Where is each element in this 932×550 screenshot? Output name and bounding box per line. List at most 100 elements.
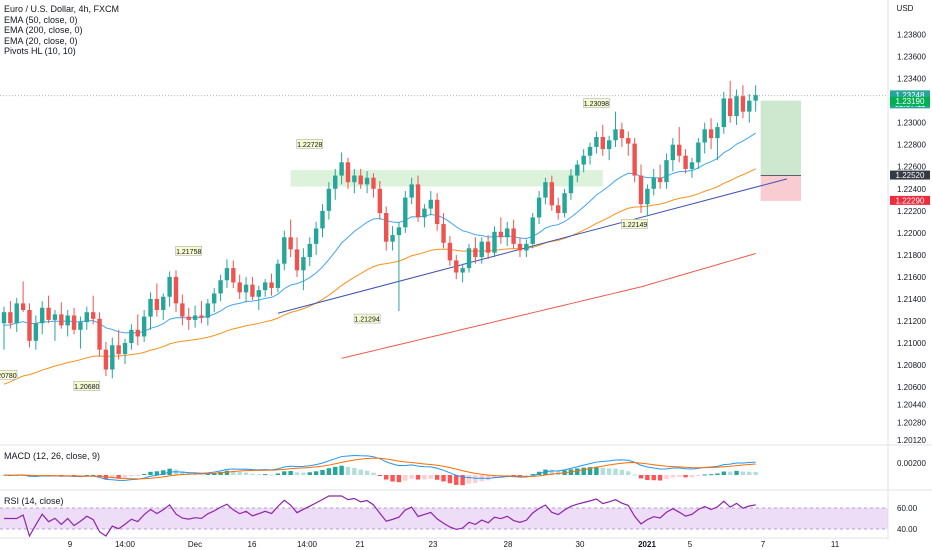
price-badge: 1.23190: [890, 96, 930, 106]
time-tick: 11: [831, 540, 840, 549]
candle-body: [141, 316, 147, 337]
rsi-tick-40: 40.00: [897, 525, 918, 534]
pivot-box: [353, 313, 381, 324]
price-tick: 1.20440: [897, 401, 926, 410]
macd-histogram-bar: [313, 471, 319, 475]
macd-histogram-bar: [740, 471, 746, 475]
candle-body: [250, 284, 255, 297]
stop-zone[interactable]: [760, 175, 801, 201]
macd-histogram-bar: [110, 475, 115, 479]
candle-body: [167, 276, 172, 297]
candle-body: [702, 129, 707, 143]
macd-pane[interactable]: [1, 455, 758, 486]
indicator-ema20[interactable]: EMA (20, close, 0): [4, 35, 78, 46]
candle-body: [8, 312, 13, 324]
macd-histogram-bar: [262, 474, 268, 476]
macd-histogram-bar: [524, 475, 529, 476]
candle-body: [753, 95, 758, 101]
candle-body: [664, 160, 669, 183]
candle-body: [313, 228, 319, 244]
candle-body: [345, 162, 351, 183]
candle-body: [27, 309, 32, 341]
candle-body: [485, 241, 491, 253]
candle-body: [447, 242, 453, 261]
macd-histogram-bar: [345, 466, 351, 475]
candle-body: [103, 349, 109, 370]
macd-histogram-bar: [237, 472, 242, 475]
macd-histogram-bar: [78, 475, 83, 476]
indicator-ema50[interactable]: EMA (50, close, 0): [4, 14, 78, 25]
pivot-label: 1.21758: [175, 246, 202, 256]
candle-body: [403, 197, 408, 228]
macd-histogram-bar: [320, 470, 325, 475]
macd-histogram-bar: [409, 475, 414, 479]
macd-histogram-bar: [696, 475, 701, 477]
macd-histogram-bar: [626, 471, 631, 475]
pivot-text: 1.22149: [622, 222, 647, 229]
macd-histogram-bar: [288, 470, 293, 475]
candle-body: [632, 143, 637, 176]
price-tick: 1.21800: [897, 251, 926, 260]
candle-body: [549, 182, 555, 206]
macd-histogram-bar: [466, 475, 472, 484]
macd-tick: 0.00200: [897, 459, 926, 468]
candle-body: [326, 188, 332, 211]
candle-body: [364, 177, 370, 185]
price-tick: 1.20280: [897, 418, 926, 427]
candle-body: [734, 96, 739, 117]
macd-histogram-bar: [218, 471, 223, 475]
macd-histogram-bar: [390, 475, 395, 482]
macd-histogram-bar: [199, 474, 204, 476]
macd-histogram-bar: [549, 469, 555, 475]
macd-histogram-bar: [352, 467, 357, 475]
candle-body: [148, 298, 153, 317]
pivot-box: [296, 139, 324, 149]
macd-histogram-bar: [715, 473, 720, 475]
candle-body: [243, 284, 249, 293]
macd-histogram-bar: [116, 475, 121, 479]
pivot-text: 1.20680: [74, 384, 99, 391]
candle-body: [600, 136, 605, 150]
candle-body: [689, 162, 695, 169]
candle-body: [212, 293, 217, 304]
macd-histogram-bar: [358, 469, 363, 475]
macd-histogram-bar: [594, 466, 599, 475]
candle-body: [683, 155, 688, 169]
macd-histogram-bar: [619, 469, 625, 475]
candle-body: [269, 282, 274, 288]
candle-body: [396, 227, 402, 236]
target-zone[interactable]: [760, 100, 801, 176]
candle-body: [657, 177, 663, 183]
symbol-title[interactable]: Euro / U.S. Dollar, 4h, FXCM: [4, 4, 120, 14]
candle-body: [606, 140, 612, 150]
macd-histogram-bar: [581, 467, 586, 475]
candle-body: [218, 280, 223, 294]
candle-body: [536, 197, 542, 218]
pivot-label: 1.22149: [621, 219, 648, 229]
rsi-legend[interactable]: RSI (14, close): [4, 496, 64, 506]
macd-histogram-bar: [122, 475, 128, 478]
indicator-ema200[interactable]: EMA (200, close, 0): [4, 25, 83, 35]
price-pane[interactable]: 1.20780 1.20680 1.21758 1.22728 1.21294 1.230…: [0, 80, 888, 391]
candle-body: [262, 282, 268, 291]
indicator-pivots[interactable]: Pivots HL (10, 10): [4, 46, 76, 56]
macd-histogram-bar: [428, 475, 433, 479]
candle-body: [237, 282, 242, 293]
candle-body: [587, 146, 593, 156]
macd-histogram-bar: [371, 472, 376, 475]
pivot-text: 1.23098: [584, 101, 609, 108]
macd-histogram-bar: [447, 475, 453, 484]
macd-histogram-bar: [90, 474, 96, 476]
price-axis[interactable]: 1.23800 1.23600 1.23400 1.23000 1.22800 1.226…: [897, 31, 926, 445]
time-tick: 30: [576, 540, 585, 549]
price-tick: 1.22600: [897, 163, 926, 172]
time-axis[interactable]: 9 14:00 Dec 16 14:00 21 23 28 30 2021 5 7 11: [68, 540, 840, 549]
candle-body: [543, 182, 548, 198]
macd-histogram-bar: [301, 472, 306, 475]
time-tick: 23: [429, 540, 438, 549]
macd-histogram-bar: [415, 475, 421, 480]
macd-histogram-bar: [294, 472, 300, 475]
macd-legend[interactable]: MACD (12, 26, close, 9): [4, 451, 101, 461]
